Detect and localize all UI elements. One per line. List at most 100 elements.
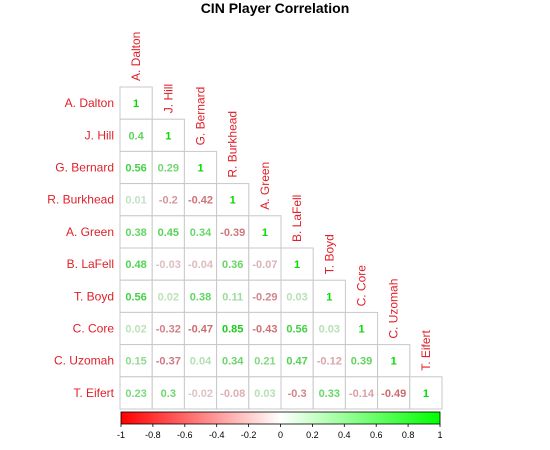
row-labels: A. Dalton J. Hill G. Bernard R. Burkhead A. … [47, 96, 114, 400]
colorbar-tick-label: 0.6 [370, 430, 383, 440]
column-labels: A. Dalton J. Hill G. Bernard R. Burkhead A. … [129, 32, 433, 371]
cell-1-0: 0.4 [119, 118, 153, 152]
cell-5-1: -0.03 [151, 247, 185, 281]
cell-3-1: -0.2 [151, 183, 185, 217]
cell-box [119, 344, 153, 378]
cell-value: 1 [358, 324, 364, 336]
cell-value: 0.11 [222, 291, 243, 303]
cell-value: 1 [423, 388, 429, 400]
column-label: R. Burkhead [226, 111, 240, 178]
cell-value: 0.3 [161, 388, 176, 400]
cell-value: -0.14 [349, 388, 375, 400]
cell-box [280, 279, 314, 313]
cell-6-5: 0.03 [280, 279, 314, 313]
cell-3-3: 1 [216, 183, 250, 217]
cell-box [280, 344, 314, 378]
cell-value: -0.03 [156, 259, 181, 271]
row-label: C. Uzomah [54, 354, 114, 368]
cell-value: 0.33 [319, 388, 340, 400]
cell-box [119, 247, 153, 281]
cell-6-1: 0.02 [151, 279, 185, 313]
cell-box [151, 215, 185, 249]
cell-9-0: 0.23 [119, 376, 153, 410]
cell-box [119, 376, 153, 410]
row-label: T. Boyd [74, 289, 114, 303]
cell-value: 0.48 [125, 259, 146, 271]
cell-value: -0.2 [159, 195, 178, 207]
cell-value: -0.32 [156, 324, 181, 336]
cell-1-1: 1 [151, 118, 185, 152]
cell-box [151, 376, 185, 410]
cell-9-3: -0.08 [216, 376, 250, 410]
cell-value: 0.47 [286, 356, 307, 368]
cell-box [377, 344, 411, 378]
chart-title: CIN Player Correlation [201, 0, 350, 16]
cell-7-0: 0.02 [119, 311, 153, 346]
cell-2-1: 0.29 [151, 150, 185, 185]
cell-value: 1 [197, 163, 203, 175]
row-label: G. Bernard [55, 161, 114, 175]
cell-value: 0.02 [125, 324, 146, 336]
cell-9-5: -0.3 [280, 376, 314, 410]
row-label: C. Core [73, 322, 115, 336]
cell-8-6: -0.12 [312, 344, 346, 378]
cell-box [151, 279, 185, 313]
cell-box [119, 279, 153, 313]
cell-6-3: 0.11 [216, 279, 250, 313]
cell-4-4: 1 [248, 215, 282, 249]
cell-9-2: -0.02 [183, 376, 218, 410]
cell-value: 0.56 [125, 163, 146, 175]
cell-3-0: 0.01 [119, 183, 153, 217]
cell-2-0: 0.56 [119, 150, 153, 185]
cell-box [248, 247, 282, 281]
cell-value: 0.03 [319, 324, 340, 336]
cell-box [151, 183, 185, 217]
cell-box [183, 311, 218, 346]
cell-value: 1 [262, 227, 268, 239]
cell-8-4: 0.21 [248, 344, 282, 378]
cell-value: 0.34 [222, 356, 244, 368]
row-label: T. Eifert [73, 386, 114, 400]
cell-9-4: 0.03 [248, 376, 282, 410]
cell-value: 0.01 [125, 195, 146, 207]
cell-box [344, 311, 379, 346]
cell-value: -0.08 [220, 388, 245, 400]
cell-value: -0.47 [188, 324, 213, 336]
row-label: A. Green [66, 225, 114, 239]
cell-5-0: 0.48 [119, 247, 153, 281]
cell-8-2: 0.04 [183, 344, 218, 378]
cell-value: 0.38 [125, 227, 146, 239]
cell-9-8: -0.49 [377, 376, 411, 410]
cell-2-2: 1 [183, 150, 218, 185]
cell-5-5: 1 [280, 247, 314, 281]
cell-7-7: 1 [344, 311, 379, 346]
cell-5-3: 0.36 [216, 247, 250, 281]
colorbar-tick-label: -0.8 [145, 430, 161, 440]
cell-box [183, 376, 218, 410]
cell-value: 1 [326, 291, 332, 303]
cell-8-3: 0.34 [216, 344, 250, 378]
cell-7-3: 0.85 [216, 311, 250, 346]
cell-box [344, 376, 379, 410]
cell-8-1: -0.37 [151, 344, 185, 378]
column-label: T. Boyd [322, 234, 336, 274]
cell-value: 0.56 [125, 291, 146, 303]
colorbar-tick-label: -0.2 [241, 430, 257, 440]
cell-value: -0.37 [156, 356, 181, 368]
cell-7-1: -0.32 [151, 311, 185, 346]
row-label: B. LaFell [67, 257, 114, 271]
cell-4-0: 0.38 [119, 215, 153, 249]
cell-4-3: -0.39 [216, 215, 250, 249]
cell-box [216, 247, 250, 281]
colorbar-tick-label: 0.2 [306, 430, 319, 440]
cell-value: 0.21 [254, 356, 275, 368]
colorbar-tick-label: -0.6 [177, 430, 193, 440]
cell-0-0: 1 [119, 86, 153, 120]
cell-8-7: 0.39 [344, 344, 379, 378]
cell-7-4: -0.43 [248, 311, 282, 346]
cell-value: -0.02 [188, 388, 213, 400]
cell-value: 0.34 [190, 227, 212, 239]
cell-value: -0.07 [252, 259, 277, 271]
colorbar-tick-label: 0 [278, 430, 283, 440]
